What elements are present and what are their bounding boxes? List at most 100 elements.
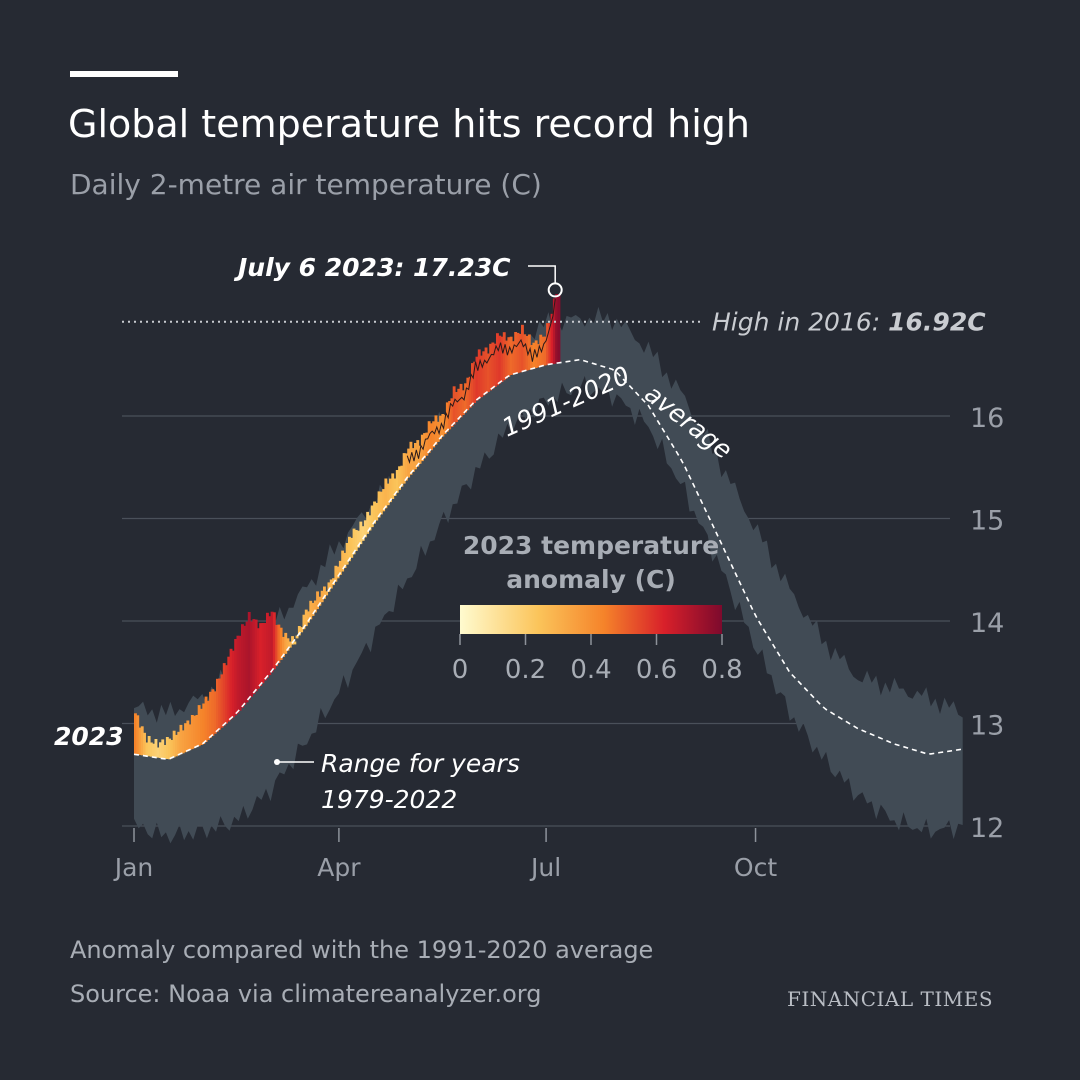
anomaly-bar	[461, 390, 465, 415]
anomaly-bar	[511, 341, 515, 375]
anomaly-bar	[291, 636, 294, 645]
anomaly-bar	[418, 445, 422, 464]
anomaly-bar	[373, 501, 376, 524]
anomaly-bar	[441, 414, 445, 437]
y-tick-label: 16	[970, 403, 1004, 434]
anomaly-bar	[236, 635, 240, 714]
anomaly-bar	[213, 691, 217, 734]
anomaly-bar	[475, 356, 479, 401]
anomaly-bar	[172, 730, 176, 758]
anomaly-bar	[498, 335, 502, 384]
anomaly-bar	[375, 502, 379, 521]
anomaly-bar	[284, 632, 288, 654]
anomaly-bar	[473, 361, 477, 403]
anomaly-bar	[220, 674, 224, 728]
x-tick-label: Jan	[113, 853, 154, 882]
y-tick-label: 13	[970, 711, 1004, 742]
anomaly-bar	[432, 421, 436, 448]
anomaly-bar	[309, 600, 313, 620]
anomaly-bar	[186, 720, 190, 752]
anomaly-bar	[430, 423, 433, 451]
anomaly-bar	[343, 552, 347, 568]
anomaly-bar	[200, 708, 203, 745]
legend-tick-label: 0.6	[636, 655, 677, 685]
y-tick-label: 12	[970, 813, 1004, 844]
anomaly-bar	[204, 696, 208, 742]
anomaly-bar	[190, 715, 194, 750]
anomaly-bar	[275, 624, 279, 667]
record-2016-label-value: 16.92C	[888, 308, 986, 337]
legend-tick-label: 0.4	[570, 655, 611, 685]
legend: 2023 temperature anomaly (C) 0 0.2 0.4 0.6 0.8	[452, 531, 743, 685]
anomaly-bar	[159, 742, 162, 758]
anomaly-bar	[352, 528, 356, 555]
anomaly-bar	[402, 453, 406, 484]
anomaly-bar	[514, 332, 518, 374]
anomaly-bar	[297, 626, 301, 636]
anomaly-bar	[486, 353, 490, 393]
anomaly-bar	[245, 621, 249, 703]
anomaly-bar	[480, 355, 483, 398]
anomaly-bar	[256, 628, 260, 689]
anomaly-bar	[366, 511, 370, 534]
y-tick-label: 14	[970, 608, 1004, 639]
anomaly-bar	[177, 731, 181, 756]
anomaly-bar	[357, 530, 360, 548]
anomaly-bar	[288, 641, 292, 648]
anomaly-bar	[452, 386, 456, 425]
x-tick-label: Jul	[529, 853, 561, 882]
anomaly-bar	[295, 635, 299, 639]
anomaly-bar	[543, 336, 547, 366]
anomaly-bar	[507, 337, 511, 377]
anomaly-bar	[384, 478, 388, 509]
anomaly-bar	[393, 478, 397, 496]
anomaly-bar	[509, 336, 513, 375]
legend-tick-label: 0.2	[505, 655, 546, 685]
chart-title: Global temperature hits record high	[68, 102, 750, 146]
anomaly-bar	[170, 740, 174, 759]
anomaly-bar	[395, 470, 399, 493]
anomaly-bar	[527, 334, 531, 370]
x-tick-label: Oct	[734, 853, 777, 882]
anomaly-bar	[521, 324, 524, 372]
anomaly-bar	[370, 505, 374, 528]
series-2023-line	[406, 298, 556, 464]
anomaly-bar	[316, 591, 319, 610]
anomaly-bar	[193, 715, 197, 749]
anomaly-bar	[218, 678, 222, 730]
anomaly-bar	[259, 623, 263, 686]
anomaly-bar	[550, 313, 554, 365]
anomaly-bar	[391, 473, 395, 499]
anomaly-bar	[302, 614, 306, 630]
legend-color-ramp	[460, 605, 722, 634]
range-label-line2: 1979-2022	[321, 785, 457, 814]
anomaly-bar	[404, 453, 408, 481]
anomaly-bar	[202, 703, 206, 744]
series-2023-label: 2023	[54, 722, 124, 751]
anomaly-bar	[345, 543, 349, 565]
anomaly-bar	[152, 743, 156, 757]
anomaly-bar	[389, 478, 392, 503]
anomaly-bar	[354, 530, 358, 551]
anomaly-bar	[138, 727, 142, 755]
legend-tick-label: 0	[452, 655, 469, 685]
anomaly-bar	[238, 635, 242, 711]
record-2016-label-prefix: High in 2016:	[712, 308, 888, 337]
peak-label: July 6 2023: 17.23C	[233, 253, 511, 282]
anomaly-bar	[143, 732, 146, 756]
range-label-line1: Range for years	[321, 749, 520, 778]
anomaly-bar	[252, 619, 256, 695]
anomaly-bar	[407, 448, 411, 478]
anomaly-bar	[279, 627, 283, 660]
anomaly-bar	[293, 641, 297, 645]
anomaly-bar	[211, 689, 215, 736]
anomaly-bar	[471, 363, 474, 406]
anomaly-bar	[555, 294, 559, 364]
anomaly-bar	[311, 602, 315, 616]
average-1991-2020-line	[133, 358, 963, 760]
legend-title-line2: anomaly (C)	[506, 565, 676, 594]
legend-tick-label: 0.8	[701, 655, 742, 685]
anomaly-bar	[448, 401, 452, 430]
anomaly-bar	[516, 332, 520, 374]
anomaly-bar	[227, 656, 231, 722]
